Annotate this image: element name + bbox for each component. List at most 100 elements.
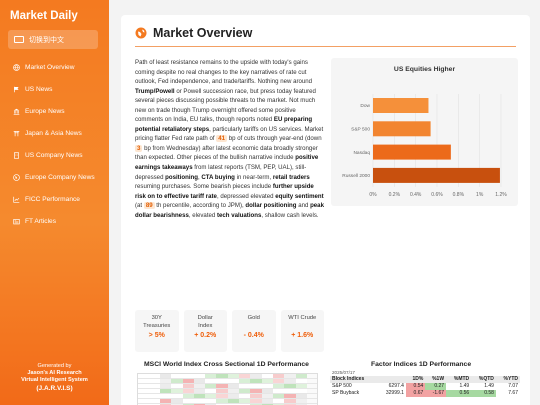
heatmap-cell [160, 374, 172, 378]
heatmap-cell [205, 374, 217, 378]
heatmap-cell [261, 389, 273, 393]
sidebar-item-japan-asia-news[interactable]: Japan & Asia News [0, 129, 109, 138]
text: (at [135, 202, 144, 210]
table-cell: 0.58 [471, 390, 496, 397]
heatmap-cell [239, 399, 251, 403]
main-card: Market Overview Path of least resistance… [121, 15, 530, 405]
us-equities-chart: US Equities Higher 0% 0.2% 0.4% 0.6% 0.8% 1% 1… [331, 58, 518, 206]
page-header: Market Overview [135, 26, 252, 40]
generated-line: (J.A.R.V.I.S) [36, 385, 73, 392]
heatmap-cell [171, 394, 183, 398]
heatmap-row [138, 374, 317, 379]
heatmap-cell [284, 374, 296, 378]
msci-section-title: MSCI World Index Cross Sectional 1D Perf… [144, 361, 309, 368]
sidebar-item-us-news[interactable]: US News [0, 85, 109, 94]
heatmap-cell [171, 384, 183, 388]
heatmap-cell [227, 394, 240, 398]
language-toggle-button[interactable]: 切换到中文 [8, 30, 98, 49]
heatmap-row [138, 384, 317, 389]
heatmap-cell [250, 394, 262, 398]
heatmap-cell [171, 374, 183, 378]
heatmap-cell [250, 399, 262, 403]
column-header [377, 376, 406, 383]
sidebar-item-ficc-performance[interactable]: FICC Performance [0, 195, 109, 204]
x-tick-label: 0.8% [453, 192, 465, 198]
heatmap-cell [239, 374, 251, 378]
highlight-number: 89 [143, 202, 155, 210]
text: or Powell succession race, but press tod… [135, 87, 316, 124]
heatmap-cell [160, 399, 172, 403]
sidebar-item-europe-news[interactable]: Europe News [0, 107, 109, 116]
text: resuming purchases. Some bearish pieces … [135, 183, 273, 191]
heatmap-cell [272, 394, 285, 398]
heatmap-cell [182, 389, 194, 393]
emphasis: CTA buying [201, 173, 235, 181]
sidebar-item-label: Europe Company News [25, 174, 95, 181]
column-header: 1D% [412, 376, 424, 382]
text: Path of least resistance remains to the … [135, 59, 313, 86]
heatmap-cell [171, 389, 183, 393]
highlight-number: 41 [216, 135, 228, 143]
torii-icon [13, 131, 20, 137]
table-cell: -1.67 [425, 390, 447, 397]
table-date: 2025/07/17 [332, 370, 355, 375]
sidebar-item-ft-articles[interactable]: FT Articles [0, 217, 109, 226]
heatmap-cell [193, 389, 206, 393]
sidebar-item-us-company-news[interactable]: US Company News [0, 151, 109, 160]
heatmap-cell [284, 399, 296, 403]
heatmap-cell [193, 394, 206, 398]
table-cell: S&P 500 [332, 383, 352, 389]
heatmap-cell [261, 399, 273, 403]
heatmap-row [138, 394, 317, 399]
x-tick-label: 0.6% [431, 192, 443, 198]
text: , depressed elevated [216, 192, 276, 200]
sidebar: Market Daily 切换到中文 Market Overview US Ne… [0, 0, 109, 405]
sidebar-item-label: US Company News [25, 152, 83, 159]
heatmap-cell [295, 379, 307, 383]
kpi-card-30y-treasuries: 30Y Treasuries > 5% [135, 310, 179, 352]
heatmap-cell [160, 379, 172, 383]
heatmap-cell [250, 384, 262, 388]
heatmap-cell [295, 394, 307, 398]
table-cell: 7.07 [508, 383, 518, 389]
column-header: %QTD [478, 376, 494, 382]
x-tick-label: 0.4% [410, 192, 422, 198]
table-cell: 0.54 [405, 383, 426, 390]
language-toggle-label: 切换到中文 [29, 36, 64, 44]
overview-paragraph: Path of least resistance remains to the … [135, 58, 324, 220]
emphasis: tech valuations [216, 211, 262, 219]
kpi-value: - 0.4% [243, 331, 264, 339]
column-header: Block Indices [332, 376, 365, 382]
heatmap-cell [160, 389, 172, 393]
heatmap-cell [261, 384, 273, 388]
heatmap-cell [216, 384, 228, 388]
heatmap-cell [272, 389, 285, 393]
x-tick-label: 1.2% [495, 192, 507, 198]
y-category-label: Dow [360, 103, 370, 109]
emphasis: peak dollar bearishness [135, 202, 324, 219]
sidebar-item-europe-company-news[interactable]: Europe Company News [0, 173, 109, 182]
table-cell: 6297.4 [388, 383, 404, 389]
emphasis: equity sentiment [275, 192, 324, 200]
kpi-label: 30Y [151, 315, 162, 321]
brand-title: Market Daily [10, 10, 78, 22]
text: in near-term, [234, 173, 273, 181]
kpi-label: WTI Crude [288, 315, 317, 321]
heatmap-cell [284, 379, 296, 383]
heatmap-cell [272, 384, 285, 388]
table-header-row: Block Indices 1D% %1W %MTD %QTD %YTD [330, 376, 520, 383]
highlight-number: 3 [135, 144, 143, 152]
heatmap-cell [193, 384, 206, 388]
column-header: %1W [432, 376, 445, 382]
heatmap-row [138, 379, 317, 384]
x-tick-label: 0% [369, 192, 377, 198]
kpi-value: + 0.2% [194, 332, 217, 339]
heatmap-cell [261, 374, 273, 378]
heatmap-cell [295, 374, 307, 378]
sidebar-item-market-overview[interactable]: Market Overview [0, 63, 109, 72]
heatmap-cell [216, 399, 228, 403]
generated-by-credit: Generated by Jason's AI Research Virtual… [0, 363, 109, 393]
heatmap-cell [182, 374, 194, 378]
heatmap-cell [160, 384, 172, 388]
heatmap-cell [216, 374, 228, 378]
